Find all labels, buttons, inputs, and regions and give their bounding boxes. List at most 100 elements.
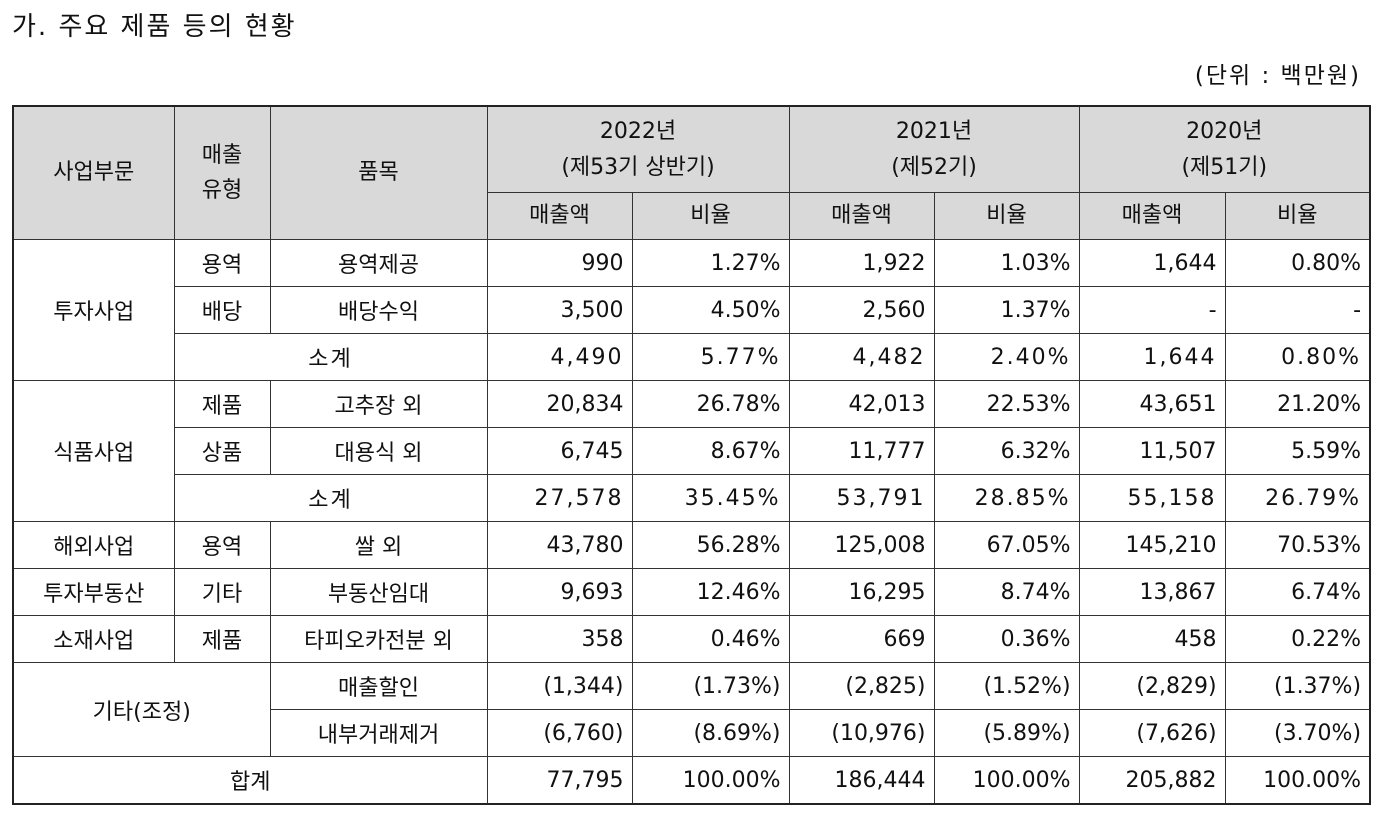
- type-cell: 기타: [173, 568, 271, 616]
- header-row-columns: 매출액 비율 매출액 비율 매출액 비율: [13, 192, 1371, 240]
- product-sales-table: 사업부문 매출 유형 품목 2022년 (제53기 상반기) 2021년 (제52기…: [12, 105, 1372, 805]
- item-cell: 타피오카전분 외: [269, 615, 488, 663]
- header-sales-type: 매출 유형: [173, 105, 271, 240]
- ratio-cell: 12.46%: [631, 568, 790, 616]
- amount-cell: 4,482: [788, 333, 935, 381]
- ratio-cell: 2.40%: [933, 333, 1080, 381]
- amount-cell: 13,867: [1078, 568, 1226, 616]
- amount-cell: 42,013: [788, 380, 935, 428]
- header-amount: 매출액: [788, 192, 935, 240]
- header-ratio: 비율: [631, 192, 790, 240]
- ratio-cell: 8.74%: [933, 568, 1080, 616]
- amount-cell: -: [1078, 286, 1226, 334]
- table-row: 투자부동산 기타 부동산임대 9,693 12.46% 16,295 8.74% 13,…: [12, 568, 1371, 616]
- item-cell: 쌀 외: [269, 521, 488, 569]
- ratio-cell: 6.74%: [1224, 568, 1371, 616]
- item-cell: 대용식 외: [269, 427, 488, 475]
- ratio-cell: 26.79%: [1224, 474, 1371, 522]
- ratio-cell: 0.80%: [1224, 333, 1371, 381]
- ratio-cell: 0.22%: [1224, 615, 1371, 663]
- ratio-cell: 1.27%: [631, 239, 790, 287]
- ratio-cell: 0.36%: [933, 615, 1080, 663]
- header-row-periods: 사업부문 매출 유형 품목 2022년 (제53기 상반기) 2021년 (제52기…: [12, 105, 1371, 240]
- amount-cell: 990: [486, 239, 633, 287]
- header-item: 품목: [269, 105, 488, 240]
- header-amount: 매출액: [1078, 192, 1226, 240]
- section-title: 가. 주요 제품 등의 현황: [12, 12, 297, 42]
- type-cell: 배당: [173, 286, 271, 334]
- header-period-2020: 2020년 (제51기): [1078, 105, 1371, 193]
- amount-cell: 53,791: [788, 474, 935, 522]
- amount-cell: 6,745: [486, 427, 633, 475]
- ratio-cell: (8.69%): [631, 709, 790, 757]
- segment-cell: 해외사업: [12, 521, 175, 569]
- segment-cell: 투자부동산: [12, 568, 175, 616]
- amount-cell: 1,644: [1078, 239, 1226, 287]
- amount-cell: 358: [486, 615, 633, 663]
- amount-cell: (2,825): [788, 662, 935, 710]
- amount-cell: 16,295: [788, 568, 935, 616]
- amount-cell: (6,760): [486, 709, 633, 757]
- table-row: 내부거래제거 (6,760) (8.69%) (10,976) (5.89%) (7,6…: [13, 709, 1371, 757]
- ratio-cell: 4.50%: [631, 286, 790, 334]
- table-row: 소계 27,578 35.45% 53,791 28.85% 55,158 26.79%: [13, 474, 1371, 522]
- header-period-2022: 2022년 (제53기 상반기): [486, 105, 790, 193]
- ratio-cell: 6.32%: [933, 427, 1080, 475]
- ratio-cell: 100.00%: [631, 756, 790, 805]
- amount-cell: (2,829): [1078, 662, 1226, 710]
- ratio-cell: 35.45%: [631, 474, 790, 522]
- total-label: 합계: [12, 756, 488, 805]
- ratio-cell: 21.20%: [1224, 380, 1371, 428]
- subtotal-label: 소계: [173, 474, 488, 522]
- type-cell: 제품: [173, 380, 271, 428]
- amount-cell: 27,578: [486, 474, 633, 522]
- amount-cell: 458: [1078, 615, 1226, 663]
- segment-cell: 투자사업: [12, 239, 175, 381]
- amount-cell: 145,210: [1078, 521, 1226, 569]
- amount-cell: 2,560: [788, 286, 935, 334]
- type-cell: 용역: [173, 521, 271, 569]
- item-cell: 용역제공: [269, 239, 488, 287]
- table-row-total: 합계 77,795 100.00% 186,444 100.00% 205,882 100…: [12, 756, 1371, 805]
- ratio-cell: 8.67%: [631, 427, 790, 475]
- ratio-cell: (1.37%): [1224, 662, 1371, 710]
- table-row: 해외사업 용역 쌀 외 43,780 56.28% 125,008 67.05% 145…: [12, 521, 1371, 569]
- item-cell: 배당수익: [269, 286, 488, 334]
- item-cell: 내부거래제거: [269, 709, 488, 757]
- ratio-cell: 22.53%: [933, 380, 1080, 428]
- amount-cell: (7,626): [1078, 709, 1226, 757]
- table-row: 기타(조정) 매출할인 (1,344) (1.73%) (2,825) (1.52%)…: [12, 662, 1371, 757]
- ratio-cell: 5.59%: [1224, 427, 1371, 475]
- ratio-cell: 26.78%: [631, 380, 790, 428]
- segment-cell: 소재사업: [12, 615, 175, 663]
- amount-cell: 1,644: [1078, 333, 1226, 381]
- type-cell: 제품: [173, 615, 271, 663]
- header-amount: 매출액: [486, 192, 633, 240]
- ratio-cell: 0.46%: [631, 615, 790, 663]
- ratio-cell: 70.53%: [1224, 521, 1371, 569]
- ratio-cell: 1.03%: [933, 239, 1080, 287]
- amount-cell: 43,651: [1078, 380, 1226, 428]
- amount-cell: 4,490: [486, 333, 633, 381]
- unit-label: (단위 : 백만원): [1194, 63, 1361, 89]
- ratio-cell: 28.85%: [933, 474, 1080, 522]
- segment-cell: 기타(조정): [12, 662, 271, 757]
- ratio-cell: 56.28%: [631, 521, 790, 569]
- table-row: 배당 배당수익 3,500 4.50% 2,560 1.37% - -: [13, 286, 1371, 334]
- type-cell: 상품: [173, 427, 271, 475]
- amount-cell: 77,795: [486, 756, 633, 805]
- header-ratio: 비율: [1224, 192, 1371, 240]
- ratio-cell: 1.37%: [933, 286, 1080, 334]
- ratio-cell: 5.77%: [631, 333, 790, 381]
- ratio-cell: (1.73%): [631, 662, 790, 710]
- subtotal-label: 소계: [173, 333, 488, 381]
- amount-cell: 205,882: [1078, 756, 1226, 805]
- amount-cell: 186,444: [788, 756, 935, 805]
- item-cell: 부동산임대: [269, 568, 488, 616]
- ratio-cell: (5.89%): [933, 709, 1080, 757]
- table-row: 소재사업 제품 타피오카전분 외 358 0.46% 669 0.36% 458 0.22…: [12, 615, 1371, 663]
- table-row: 식품사업 제품 고추장 외 20,834 26.78% 42,013 22.53% 43…: [12, 380, 1371, 522]
- ratio-cell: -: [1224, 286, 1371, 334]
- ratio-cell: 67.05%: [933, 521, 1080, 569]
- table-row: 상품 대용식 외 6,745 8.67% 11,777 6.32% 11,507 5.59…: [13, 427, 1371, 475]
